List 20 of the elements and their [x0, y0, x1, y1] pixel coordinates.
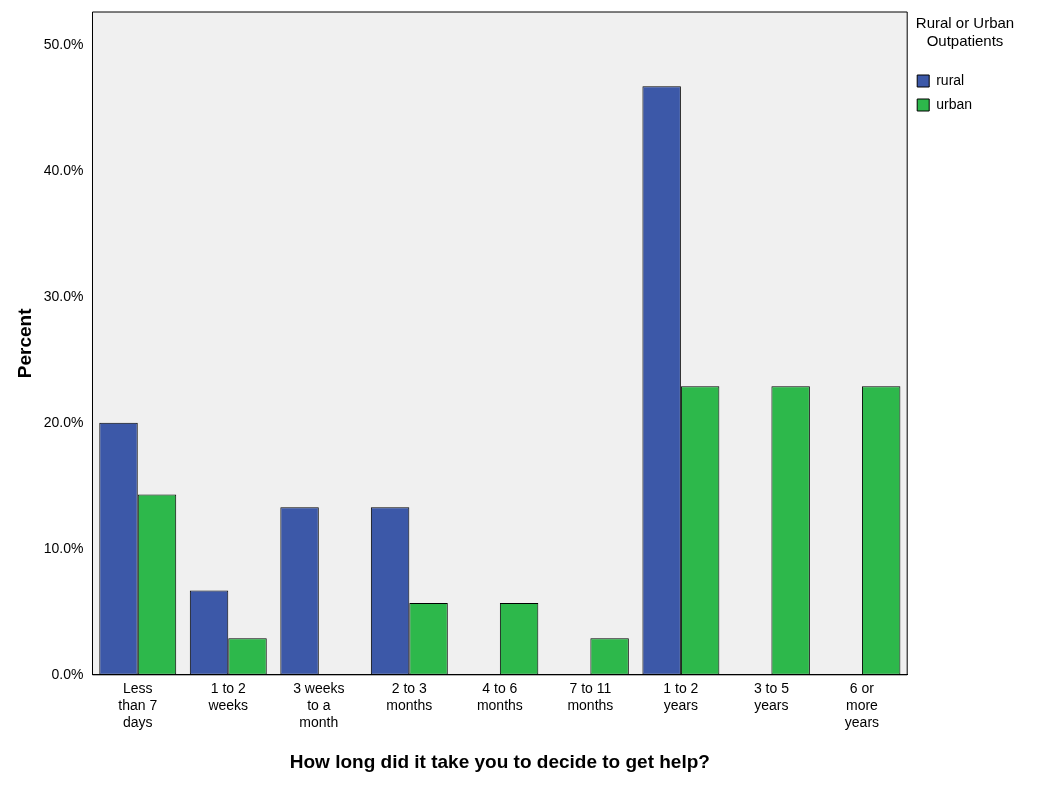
y-axis-title: Percent	[13, 307, 35, 379]
x-tick-label: 7 to 11 months	[567, 680, 614, 713]
x-tick-label: 3 weeks to a month	[293, 680, 345, 730]
y-tick-label: 50.0%	[43, 35, 84, 52]
x-tick-label: 3 to 5 years	[753, 680, 790, 713]
x-tick-label: 1 to 2 years	[663, 680, 699, 713]
y-tick-label: 0.0%	[51, 665, 84, 682]
y-tick-label: 30.0%	[43, 287, 84, 304]
y-tick-label: 10.0%	[43, 539, 84, 556]
legend-label: urban	[936, 95, 973, 112]
x-tick-label: 1 to 2 weeks	[207, 680, 249, 713]
x-tick-label: Less than 7 days	[118, 680, 158, 730]
y-tick-label: 20.0%	[43, 413, 84, 430]
x-axis-title: How long did it take you to decide to get help?	[289, 750, 710, 772]
x-tick-label: 2 to 3 months	[386, 680, 433, 713]
legend-title: Rural or Urban Outpatients	[914, 14, 1016, 50]
y-tick-label: 40.0%	[43, 161, 84, 178]
x-tick-label: 4 to 6 months	[476, 680, 523, 713]
x-tick-label: 6 or more years	[844, 680, 880, 730]
legend-label: rural	[936, 71, 965, 88]
